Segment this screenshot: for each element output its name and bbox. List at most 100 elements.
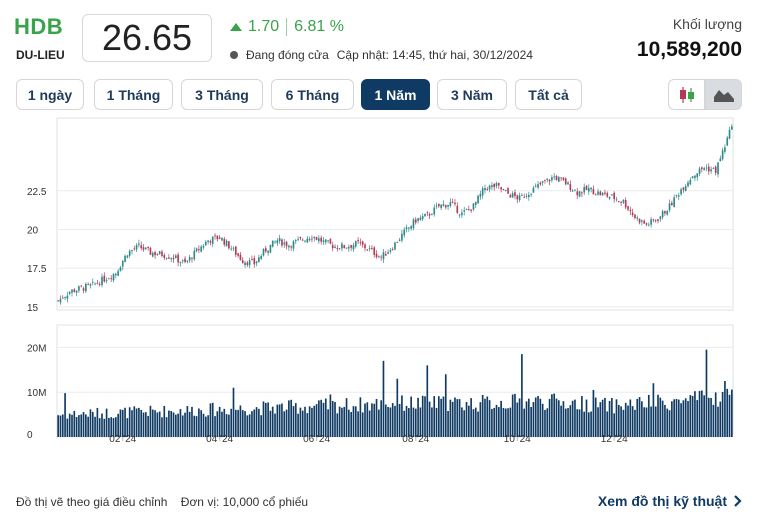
candle-body: [115, 273, 117, 276]
tab-3-year[interactable]: 3 Năm: [437, 79, 507, 110]
volume-bar: [267, 402, 269, 437]
volume-bar: [680, 403, 682, 437]
candle-body: [500, 187, 502, 190]
volume-bar: [165, 417, 168, 437]
candle-body: [327, 240, 329, 242]
updated-time: Cập nhật: 14:45, thứ hai, 30/12/2024: [336, 48, 533, 62]
candle-body: [546, 178, 549, 180]
volume-bar: [188, 411, 191, 437]
volume-bar: [177, 413, 179, 437]
volume-bar: [151, 409, 154, 437]
volume-bar: [108, 417, 110, 437]
candle-body: [216, 235, 219, 240]
volume-bar: [431, 407, 433, 437]
candle-body: [654, 220, 657, 222]
candle-body: [484, 187, 486, 191]
x-tick-label: 08 '24: [402, 434, 429, 445]
volume-bar: [264, 402, 267, 437]
volume-bar: [87, 416, 89, 437]
volume-bar: [546, 408, 549, 437]
candle-body: [668, 203, 671, 211]
candle-body: [94, 283, 96, 285]
candlestick-icon: [679, 86, 694, 103]
volume-bar: [440, 398, 442, 437]
volume-bar: [643, 407, 646, 437]
tab-3-month[interactable]: 3 Tháng: [181, 79, 263, 110]
candle-body: [177, 254, 179, 263]
candle-body: [315, 236, 318, 240]
tab-1-day[interactable]: 1 ngày: [16, 79, 84, 110]
candle-body: [223, 238, 226, 245]
candle-body: [380, 256, 382, 258]
candle-body: [87, 284, 89, 285]
tab-1-month[interactable]: 1 Tháng: [94, 79, 173, 110]
candle-body: [119, 267, 122, 272]
tab-all[interactable]: Tất cả: [515, 79, 582, 110]
candle-body: [571, 190, 574, 192]
volume-bar: [684, 398, 687, 437]
chevron-right-icon: [734, 495, 742, 507]
candle-body: [652, 219, 655, 221]
volume-bar: [269, 410, 272, 437]
candle-body: [255, 261, 258, 264]
volume-bar: [98, 418, 101, 437]
candle-body: [350, 245, 352, 248]
candle-body: [209, 241, 212, 243]
candle-body: [283, 242, 286, 245]
volume-bar: [617, 405, 620, 437]
candle-body: [299, 237, 302, 239]
candle-body: [564, 178, 567, 185]
candle-body: [161, 251, 163, 256]
candle-body: [530, 194, 532, 196]
volume-bar: [138, 407, 140, 437]
volume-bar: [126, 418, 129, 437]
volume-bar: [557, 400, 560, 437]
candle-body: [320, 237, 323, 242]
candle-body: [664, 210, 666, 214]
volume-bar: [705, 349, 708, 437]
candlestick-view-button[interactable]: [668, 79, 705, 110]
candle-body: [133, 248, 136, 250]
tab-1-year[interactable]: 1 Năm: [361, 79, 430, 110]
candle-body: [424, 213, 426, 217]
volume-bar: [313, 405, 316, 437]
candle-body: [193, 250, 196, 260]
volume-bar: [394, 405, 396, 437]
candle-body: [451, 201, 454, 203]
candle-body: [82, 288, 85, 291]
volume-bar: [352, 406, 355, 437]
volume-bar: [276, 404, 279, 437]
candle-body: [181, 260, 184, 262]
volume-bar: [401, 395, 403, 437]
volume-bar: [262, 401, 265, 437]
candle-body: [666, 211, 669, 215]
candle-body: [486, 188, 489, 190]
candle-body: [412, 219, 415, 229]
volume-bar: [664, 404, 666, 437]
volume-bar: [64, 393, 66, 437]
candle-body: [518, 195, 521, 200]
volume-bar: [237, 409, 239, 437]
candle-body: [274, 241, 276, 243]
volume-bar: [285, 409, 288, 437]
candle-body: [89, 284, 92, 286]
candle-body: [297, 238, 299, 240]
tab-6-month[interactable]: 6 Tháng: [271, 79, 354, 110]
volume-bar: [687, 401, 689, 437]
candle-body: [57, 300, 59, 302]
volume-bar: [701, 390, 703, 437]
candle-body: [204, 241, 207, 246]
candle-body: [276, 240, 279, 244]
price-tick-label: 22.5: [27, 187, 47, 198]
volume-bar: [216, 411, 219, 437]
volume-bar: [671, 401, 673, 437]
volume-bar: [507, 408, 509, 437]
candle-body: [378, 256, 380, 258]
volume-bar: [112, 418, 115, 437]
area-view-button[interactable]: [705, 79, 742, 110]
volume-bar: [334, 401, 336, 437]
volume-bar: [191, 406, 193, 437]
candle-body: [174, 255, 177, 259]
technical-chart-link[interactable]: Xem đồ thị kỹ thuật: [598, 493, 742, 509]
